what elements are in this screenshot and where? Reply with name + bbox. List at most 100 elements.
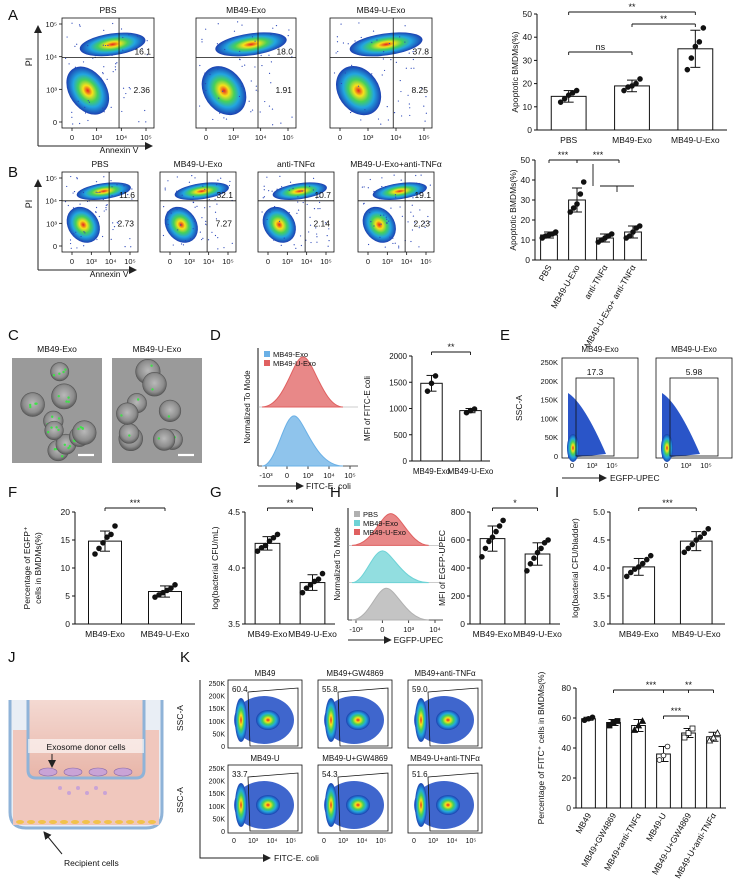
x-tick-label: 0 xyxy=(70,133,74,142)
scatter-dot xyxy=(271,190,273,192)
scatter-dot xyxy=(81,239,83,242)
scatter-dot xyxy=(429,184,431,186)
data-point xyxy=(496,523,503,529)
population-left xyxy=(235,698,247,742)
scatter-dot xyxy=(83,245,85,247)
population-upper xyxy=(76,182,131,200)
green-signal xyxy=(50,415,54,418)
scatter-dot xyxy=(114,66,116,68)
D-bar-chart: 0 500 1000 1500 2000 MFI of FITC-E coli MB49-E… xyxy=(363,342,494,476)
data-point xyxy=(633,80,639,87)
y-tick-label: 10⁵ xyxy=(46,20,57,29)
scatter-dot xyxy=(204,207,206,209)
scatter-dot xyxy=(111,186,113,188)
scatter-dot xyxy=(74,66,76,68)
scatter-dot xyxy=(376,39,378,41)
scatter-dot xyxy=(263,189,265,191)
scatter-dot xyxy=(407,94,409,96)
y-tick-label: 10³ xyxy=(46,219,57,228)
plot-frame xyxy=(407,764,483,834)
scatter-dot xyxy=(87,100,89,102)
scatter-dot xyxy=(219,112,221,114)
F-bar-chart: 0 5 10 15 20 Percentage of EGFP⁺ cells in BMDM… xyxy=(22,498,195,639)
scatter-dot xyxy=(351,64,353,66)
scatter-dot xyxy=(102,44,104,46)
K-plot-3: MB49-U33.7 250K 200K 150K 100K 50K 00 10³ 10⁴ 10⁵ xyxy=(209,754,303,845)
bar-0 xyxy=(479,538,506,625)
exosome xyxy=(85,791,89,795)
scatter-dot xyxy=(105,204,107,207)
scatter-dot xyxy=(377,118,380,120)
legend-swatch xyxy=(264,351,270,357)
scatter-dot xyxy=(122,36,124,39)
recipient-cell xyxy=(71,820,79,824)
scatter-dot xyxy=(399,79,401,82)
bar-0 xyxy=(420,382,443,462)
scatter-dot xyxy=(115,63,117,65)
plot-title: MB49-Exo xyxy=(226,5,266,15)
scatter-dot xyxy=(238,95,241,98)
scatter-dot xyxy=(95,206,98,209)
gate xyxy=(247,687,299,747)
y-tick-label: 3.0 xyxy=(593,619,605,629)
scatter-dot xyxy=(95,181,98,183)
x-tick-label: 10³ xyxy=(338,838,349,845)
gate xyxy=(247,772,299,832)
y-tick-label: 10 xyxy=(61,563,71,573)
scatter-dot xyxy=(114,69,117,71)
data-point xyxy=(638,717,647,724)
K-axis-arrow xyxy=(199,680,271,862)
data-point xyxy=(614,718,621,724)
scatter-dot xyxy=(76,247,78,249)
data-point xyxy=(479,553,485,560)
x-tick-label: 10⁵ xyxy=(222,257,233,266)
cell xyxy=(20,392,45,417)
scatter-dot xyxy=(379,198,381,200)
green-signal xyxy=(57,417,61,420)
hist-x-tick-label: 10³ xyxy=(303,471,314,480)
scatter-dot xyxy=(386,218,388,220)
scatter-dot xyxy=(291,56,293,58)
scatter-dot xyxy=(167,180,169,182)
panel-letter-c: C xyxy=(8,327,19,344)
hist-x-tick-label: 10⁴ xyxy=(429,625,441,634)
x-tick-label: 10⁴ xyxy=(357,838,368,845)
A-plot-0: PBS 16.1 2.36 0 10³ 10⁴ 10⁵ 10⁵ 10⁴ 10³ 0 xyxy=(45,5,155,142)
legend-label: MB49-U-Exo xyxy=(273,359,316,368)
plot-title: MB49 xyxy=(255,669,276,678)
scatter-dot xyxy=(400,90,402,93)
scatter-dot xyxy=(387,119,389,121)
y-tick-label: 5.0 xyxy=(593,507,605,517)
recipient-cell xyxy=(60,820,68,824)
scatter-dot xyxy=(380,223,382,225)
data-point xyxy=(573,87,580,94)
scatter-dot xyxy=(361,186,364,188)
scatter-dot xyxy=(425,96,427,98)
recipient-cell xyxy=(104,820,112,824)
scatter-dot xyxy=(388,220,390,222)
plot-frame xyxy=(227,764,303,834)
scatter-dot xyxy=(181,194,183,196)
scatter-dot xyxy=(177,239,180,242)
green-signal xyxy=(61,455,64,458)
scatter-dot xyxy=(360,119,362,121)
scatter-dot xyxy=(73,190,76,193)
population-center xyxy=(346,710,370,730)
scatter-dot xyxy=(349,111,352,114)
scatter-dot xyxy=(279,220,281,222)
green-signal xyxy=(67,400,70,403)
data-point xyxy=(623,573,630,580)
data-point xyxy=(647,552,654,559)
y-axis-label: Percentage of EGFP⁺ xyxy=(22,527,32,610)
scatter-dot xyxy=(121,110,123,113)
data-point xyxy=(681,549,688,556)
B-y-axis-label: PI xyxy=(24,200,34,209)
cell xyxy=(50,362,70,382)
cell xyxy=(158,399,182,423)
y-tick-label: 10 xyxy=(521,235,531,245)
gate xyxy=(337,687,389,747)
K-x-axis-label: FITC-E. coli xyxy=(274,853,319,863)
panel-letter-k: K xyxy=(180,649,190,666)
scatter-dot xyxy=(260,54,262,57)
data-point xyxy=(541,539,548,546)
